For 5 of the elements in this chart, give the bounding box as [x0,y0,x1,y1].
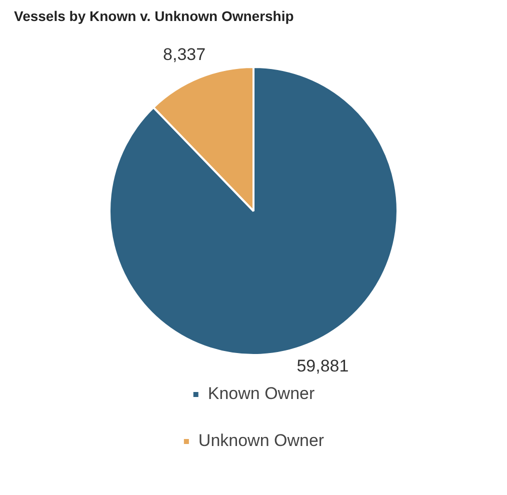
legend-label: Unknown Owner [198,431,324,450]
legend-label: Known Owner [208,384,315,404]
data-label: 8,337 [163,44,206,64]
data-label: 59,881 [296,356,349,376]
chart-title: Vessels by Known v. Unknown Ownership [14,8,294,24]
